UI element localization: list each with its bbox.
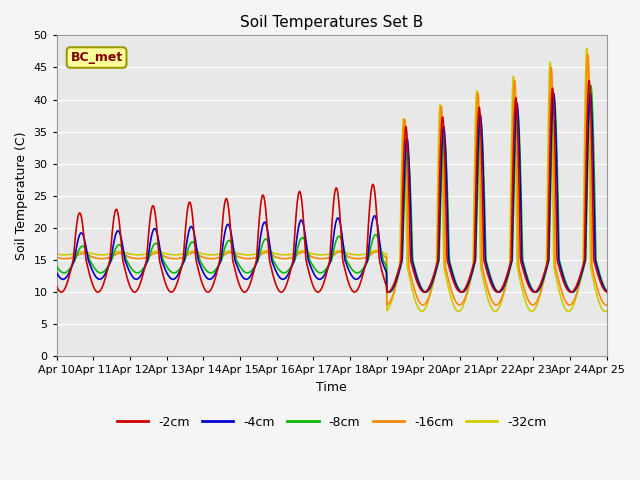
Title: Soil Temperatures Set B: Soil Temperatures Set B xyxy=(240,15,423,30)
X-axis label: Time: Time xyxy=(316,381,347,394)
Y-axis label: Soil Temperature (C): Soil Temperature (C) xyxy=(15,132,28,260)
Legend: -2cm, -4cm, -8cm, -16cm, -32cm: -2cm, -4cm, -8cm, -16cm, -32cm xyxy=(112,411,552,434)
Text: BC_met: BC_met xyxy=(70,51,123,64)
